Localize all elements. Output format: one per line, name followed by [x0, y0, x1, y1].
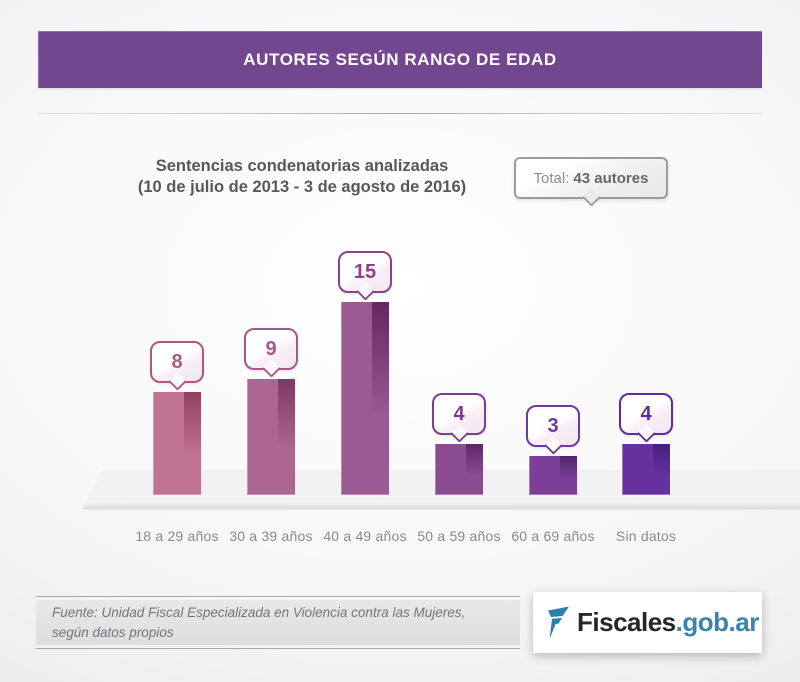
- category-label: Sin datos: [615, 528, 677, 544]
- bar-shade-overlay: [466, 444, 483, 495]
- fiscales-flag-icon: [548, 606, 569, 639]
- bar-shade-overlay: [278, 379, 295, 495]
- header-banner: AUTORES SEGÚN RANGO DE EDAD: [38, 31, 762, 88]
- category-label: 40 a 49 años: [323, 528, 407, 544]
- page-title: AUTORES SEGÚN RANGO DE EDAD: [243, 49, 557, 69]
- source-top-rule: [36, 596, 520, 597]
- chart-subtitle: Sentencias condenatorias analizadas (10 …: [100, 156, 504, 198]
- category-label: 30 a 39 años: [229, 528, 313, 544]
- source-note: Fuente: Unidad Fiscal Especializada en V…: [36, 596, 520, 649]
- subtitle-line-1: Sentencias condenatorias analizadas: [155, 157, 449, 175]
- logo-brand: Fiscales: [577, 607, 676, 637]
- value-bubble: 3: [526, 405, 580, 447]
- bar-value-label: 15: [353, 260, 377, 283]
- bar-value-label: 4: [453, 402, 465, 425]
- logo-suffix: .gob.ar: [675, 607, 760, 637]
- bar-value-label: 8: [171, 350, 183, 373]
- source-line-2: según datos propios: [52, 624, 174, 640]
- bar-50-a-59-años: [435, 444, 483, 495]
- bar-value-label: 9: [265, 337, 277, 360]
- total-badge: Total: 43 autores: [514, 157, 668, 199]
- value-bubble: 15: [338, 251, 392, 293]
- value-bubble: 4: [619, 393, 673, 435]
- bar-60-a-69-años: [529, 456, 577, 495]
- source-box: Fuente: Unidad Fiscal Especializada en V…: [36, 600, 520, 645]
- bar-30-a-39-años: [247, 379, 295, 495]
- value-bubble: 8: [150, 341, 204, 383]
- header-divider: [38, 113, 762, 114]
- bar-shade-overlay: [560, 456, 577, 495]
- total-badge-label: Total:: [533, 169, 570, 187]
- bar-value-label: 4: [640, 402, 652, 425]
- subtitle-line-2: (10 de julio de 2013 - 3 de agosto de 20…: [137, 178, 467, 196]
- bar-value-label: 3: [547, 414, 559, 437]
- total-badge-value: 43 autores: [573, 169, 649, 187]
- bar-40-a-49-años: [341, 302, 389, 495]
- category-label: 50 a 59 años: [417, 528, 501, 544]
- value-bubble: 9: [244, 328, 298, 370]
- category-label: 18 a 29 años: [135, 528, 219, 544]
- fiscales-logo-card: Fiscales.gob.ar: [533, 592, 762, 653]
- bar-shade-overlay: [372, 302, 389, 495]
- source-bottom-rule: [36, 648, 520, 649]
- value-bubble: 4: [432, 393, 486, 435]
- bar-18-a-29-años: [153, 392, 201, 495]
- fiscales-logo-text: Fiscales.gob.ar: [577, 607, 759, 638]
- source-line-1: Fuente: Unidad Fiscal Especializada en V…: [52, 604, 466, 620]
- bar-shade-overlay: [184, 392, 201, 495]
- bar-shade-overlay: [653, 444, 670, 495]
- category-label: 60 a 69 años: [511, 528, 595, 544]
- source-text: Fuente: Unidad Fiscal Especializada en V…: [36, 603, 481, 642]
- bar-sin-datos: [622, 444, 670, 495]
